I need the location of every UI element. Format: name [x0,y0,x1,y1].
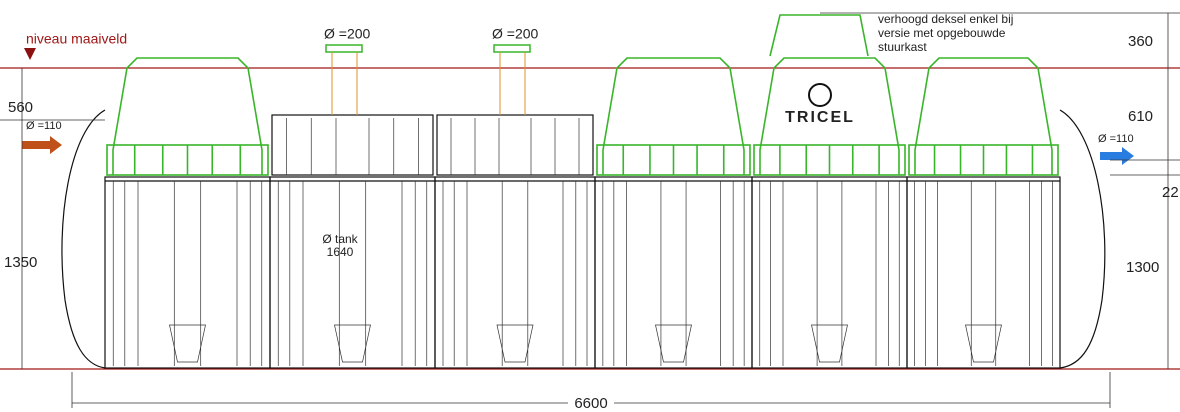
ground-marker [24,48,36,60]
dimension-label: 610 [1128,108,1153,125]
module-body [751,176,908,369]
tank-label: 1640 [327,245,354,259]
dimension-label: 22 [1162,184,1179,201]
label-bg [568,396,614,410]
brand: TRICEL [785,109,855,126]
tank-modules [104,57,1061,369]
tank-end-right [1059,109,1106,369]
lid [602,57,745,175]
note-line: versie met opgebouwde [878,26,1006,40]
dimension-label: 6600 [574,395,607,412]
brand-logo [808,83,832,107]
sump [655,324,692,363]
sump [965,324,1002,363]
module-body [594,176,753,369]
lid [914,57,1053,175]
dimension-label: 1350 [4,254,37,271]
dimension-label: 560 [8,99,33,116]
lid [112,57,263,175]
inlet-arrow [22,136,62,154]
riser-left [325,44,363,115]
inlet-label: Ø =110 [26,120,62,132]
outlet-label: Ø =110 [1098,133,1134,145]
module-body [434,176,596,369]
raised-lid [769,14,869,57]
riser-label: Ø =200 [324,26,371,42]
tank-end-left [61,109,106,369]
sump [811,324,848,363]
dimension-left [0,68,105,369]
neck [271,114,434,176]
note-line: stuurkast [878,40,927,54]
module-body [104,176,271,369]
sump [169,324,206,363]
tank-label: Ø tank [322,232,358,246]
ground-label: niveau maaiveld [26,31,127,47]
module-body [906,176,1061,369]
dimension-label: 360 [1128,33,1153,50]
outlet-arrow [1100,147,1134,165]
note-line: verhoogd deksel enkel bij [878,12,1013,26]
riser-label: Ø =200 [492,26,539,42]
riser-right [493,44,531,115]
module-body [269,176,436,369]
neck [436,114,594,176]
sump [496,324,534,363]
dimension-right [1110,13,1180,369]
dimension-label: 1300 [1126,259,1159,276]
sump [334,324,371,363]
lid [759,57,900,175]
